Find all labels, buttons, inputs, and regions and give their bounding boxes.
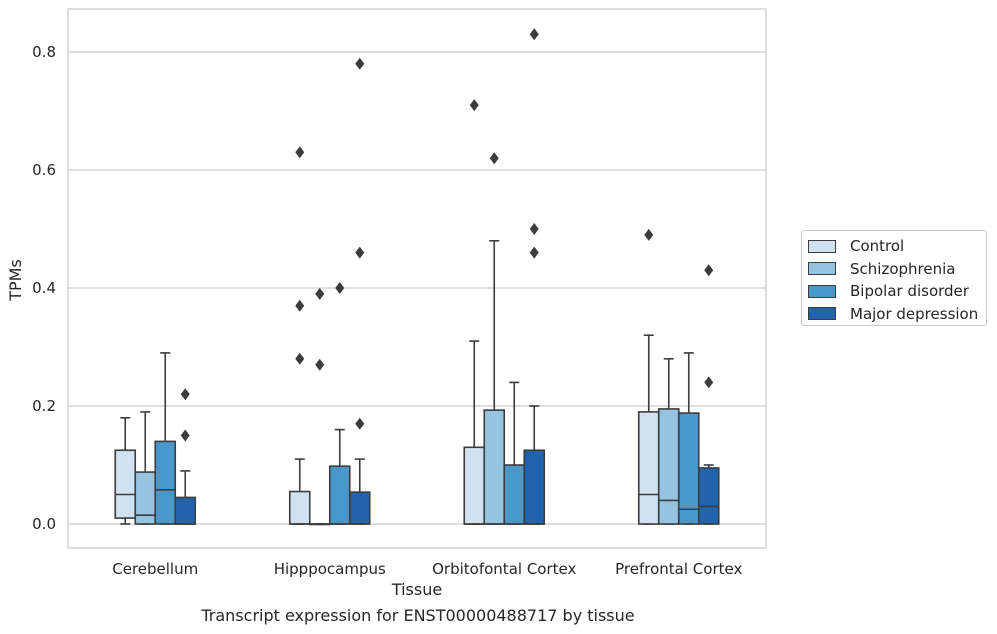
x-tick-label: Prefrontal Cortex [615,560,742,578]
outlier-point [489,152,499,165]
x-axis-label: Tissue [391,580,442,599]
box [288,490,311,525]
box [637,411,660,525]
outlier-point [295,146,305,159]
outlier-point [355,57,365,70]
box [134,471,157,525]
legend-swatch [808,239,836,253]
legend-swatch [808,262,836,276]
chart-caption: Transcript expression for ENST0000048871… [201,606,635,625]
outlier-point [704,376,714,389]
outlier-point [355,246,365,259]
legend-item: Bipolar disorder [808,280,980,303]
outlier-point [529,246,539,259]
legend-swatch [808,307,836,321]
box [697,467,720,525]
legend-label: Control [850,237,905,256]
y-tick-label: 0.8 [32,43,56,61]
legend-item: Major depression [808,303,980,326]
legend-item: Schizophrenia [808,258,980,281]
box [328,465,351,525]
x-tick-label: Cerebellum [112,560,198,578]
outlier-point [180,429,190,442]
legend-label: Major depression [850,304,979,323]
box [503,464,526,525]
outlier-point [180,388,190,401]
outlier-point [335,282,345,294]
y-axis-ticks: 0.0 0.2 0.4 0.6 0.8 [32,43,56,533]
y-tick-label: 0.0 [32,515,56,533]
outlier-point [704,264,714,277]
outlier-point [315,287,325,300]
legend-label: Schizophrenia [850,259,956,278]
legend-swatch [808,284,836,298]
box [114,449,137,519]
outlier-point [529,223,539,235]
box [154,440,177,525]
box [483,409,506,525]
box [463,446,486,525]
plot-area [114,28,720,526]
x-tick-label: Orbitofontal Cortex [432,560,576,578]
outlier-point [469,99,479,112]
box [523,449,546,525]
y-tick-label: 0.2 [32,397,56,415]
legend-item: Control [808,235,980,258]
legend-label: Bipolar disorder [850,282,969,301]
outlier-point [315,358,325,371]
y-tick-label: 0.6 [32,161,56,179]
outlier-point [295,299,305,312]
outlier-point [529,28,539,41]
box [174,496,197,525]
box [677,412,700,525]
y-axis-label: TPMs [6,259,25,302]
box [348,491,371,525]
box [657,408,680,525]
x-axis-ticks: Cerebellum Hipppocampus Orbitofontal Corte… [112,560,742,578]
x-tick-label: Hipppocampus [274,560,386,578]
y-tick-label: 0.4 [32,279,56,297]
outlier-point [644,228,654,241]
legend: Control Schizophrenia Bipolar disorder Majo… [801,230,987,326]
outlier-point [295,352,305,365]
outlier-point [355,417,365,430]
plot-frame [67,8,767,549]
